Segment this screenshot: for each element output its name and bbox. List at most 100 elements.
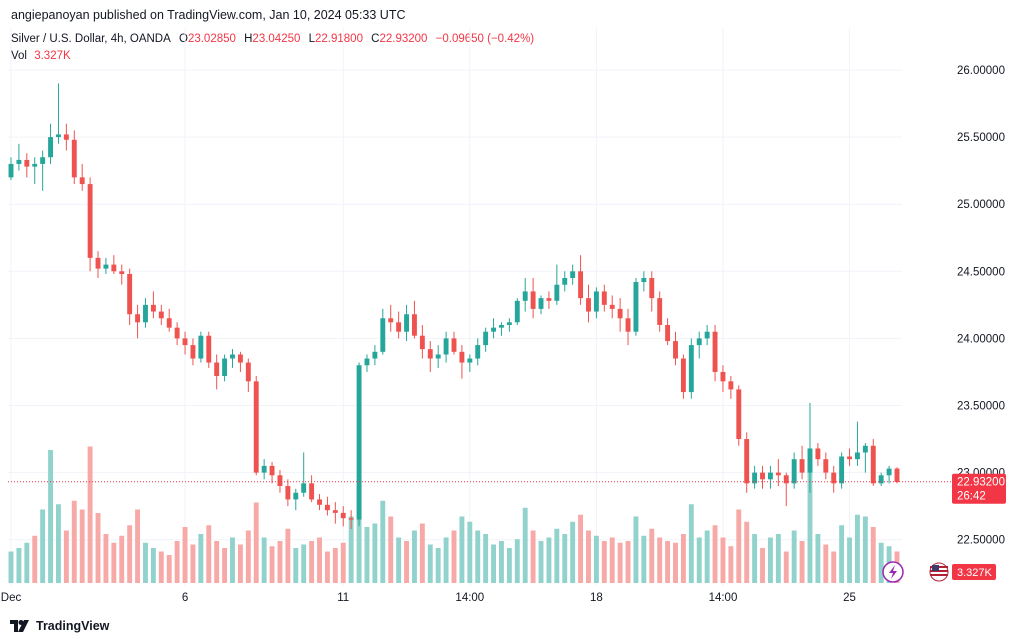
candle-body — [649, 278, 655, 299]
volume-bar — [578, 514, 584, 583]
candle-body — [665, 324, 671, 342]
candle-body — [206, 335, 212, 363]
footer-brand[interactable]: TradingView — [10, 619, 109, 633]
candle-body — [854, 452, 860, 460]
volume-bar — [245, 530, 251, 583]
candle-body — [237, 354, 243, 363]
candle-body — [388, 318, 394, 323]
candle-body — [601, 291, 607, 305]
volume-bar — [522, 507, 528, 583]
candle-body — [32, 163, 38, 167]
candle-body — [538, 298, 544, 309]
volume-bar — [309, 541, 315, 583]
change-value: −0.09650 (−0.42%) — [435, 33, 535, 45]
candle-body — [530, 291, 536, 309]
us-flag-icon[interactable] — [929, 562, 949, 582]
volume-bar — [712, 525, 718, 583]
volume-bar — [380, 500, 386, 583]
volume-bar — [285, 528, 291, 583]
volume-bar — [530, 530, 536, 583]
candle-body — [823, 459, 829, 473]
candle-body — [111, 264, 117, 272]
volume-bar — [538, 541, 544, 583]
price-tick-label: 24.00000 — [957, 333, 1005, 345]
candle-body — [79, 177, 85, 185]
candle-body — [625, 318, 631, 332]
candle-body — [174, 327, 180, 339]
volume-bar — [799, 541, 805, 583]
volume-bar — [71, 500, 77, 583]
volume-bar — [752, 534, 758, 583]
volume-bar — [198, 534, 204, 583]
volume-bar — [767, 537, 773, 583]
candle-body — [522, 291, 528, 301]
volume-bar — [237, 544, 243, 583]
candle-body — [411, 314, 417, 336]
candle-body — [554, 284, 560, 301]
volume-bar — [411, 530, 417, 583]
time-tick-label: 6 — [182, 592, 188, 604]
candle-body — [40, 157, 46, 164]
volume-bar — [396, 537, 402, 583]
volume-bar — [103, 534, 109, 583]
publisher-header: angiepanoyan published on TradingView.co… — [11, 8, 406, 22]
volume-bar — [214, 541, 220, 583]
volume-bar — [317, 537, 322, 583]
grid — [8, 28, 902, 586]
candle-body — [491, 327, 497, 332]
candle-body — [419, 335, 425, 350]
tradingview-logo-icon — [10, 620, 29, 632]
volume-bar — [886, 546, 892, 583]
volume-bar — [364, 527, 370, 583]
candle-body — [277, 475, 283, 487]
volume-bar — [190, 544, 196, 583]
candle-body — [48, 137, 54, 158]
volume-bar — [277, 541, 283, 583]
volume-bar — [720, 537, 726, 583]
volume-bar — [24, 542, 30, 583]
volume-bar — [143, 542, 148, 583]
candle-body — [119, 271, 125, 274]
volume-bar — [475, 530, 481, 583]
volume-bar — [617, 542, 623, 583]
candle-body — [862, 445, 868, 453]
candle-body — [673, 341, 678, 359]
symbol-name[interactable]: Silver / U.S. Dollar, 4h, OANDA — [11, 33, 171, 45]
candle-body — [744, 439, 750, 484]
volume-bar — [649, 528, 655, 583]
volume-bar — [95, 513, 101, 583]
candle-body — [736, 389, 742, 440]
volume-bar — [427, 544, 433, 583]
price-axis[interactable]: 26.00000 25.50000 25.00000 24.50000 24.00000… — [957, 65, 1005, 547]
volume-bar — [293, 548, 299, 583]
candle-body — [483, 331, 489, 346]
candle-body — [760, 472, 765, 480]
candle-body — [815, 448, 821, 460]
lightning-icon[interactable] — [882, 561, 904, 583]
volume-bar — [506, 548, 512, 583]
volume-bar — [435, 548, 441, 583]
candle-body — [696, 338, 702, 346]
time-tick-label: Dec — [1, 592, 22, 604]
candle-body — [443, 338, 449, 355]
candle-body — [475, 345, 481, 359]
candle-body — [404, 314, 409, 332]
candle-body — [775, 472, 781, 476]
volume-bar — [870, 527, 876, 583]
volume-bar — [340, 542, 346, 583]
volume-bar — [847, 537, 852, 583]
open-value: 23.02850 — [187, 33, 236, 45]
time-tick-label: 14:00 — [455, 592, 484, 604]
volume-bar — [823, 544, 829, 583]
candle-body — [870, 445, 876, 484]
volume-bar — [388, 516, 394, 583]
price-badge-bg — [952, 473, 1006, 504]
candle-body — [340, 512, 346, 519]
volume-bar — [301, 544, 307, 583]
candle-body — [293, 492, 299, 500]
volume-bar — [348, 516, 354, 583]
price-tick-label: 24.50000 — [957, 266, 1005, 278]
candle-body — [230, 354, 235, 359]
